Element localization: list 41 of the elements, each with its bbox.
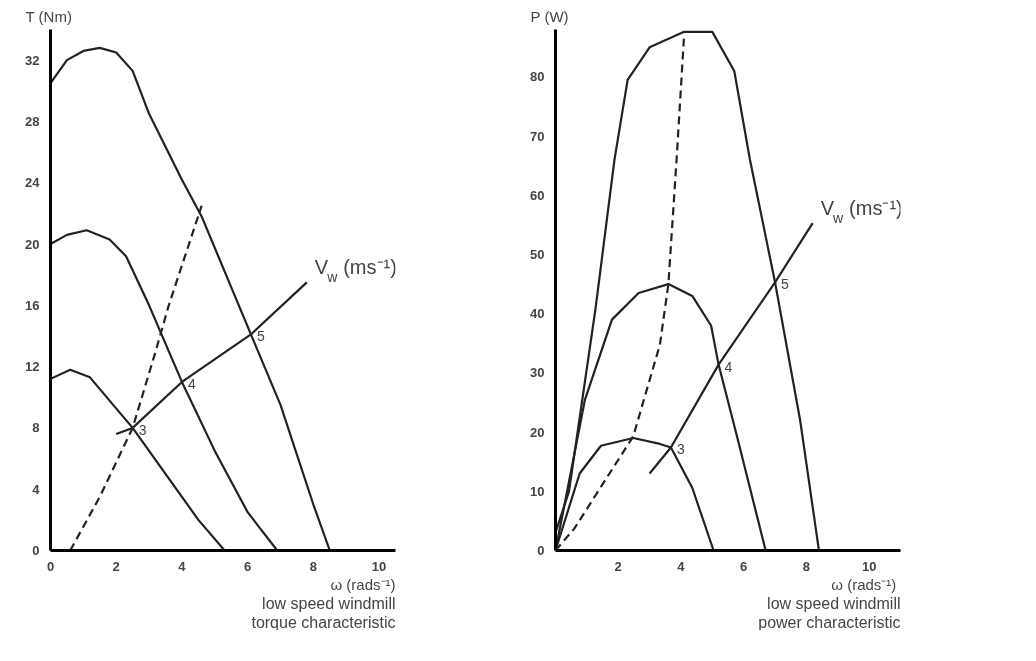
y-tick-label: 20 — [25, 236, 40, 252]
y-tick-label: 32 — [25, 52, 40, 68]
annotation: 3 — [676, 441, 685, 458]
y-tick-label: 20 — [530, 424, 545, 440]
x-tick-label: 2 — [112, 558, 120, 574]
x-tick-label: 4 — [178, 558, 187, 574]
y-tick-label: 4 — [32, 481, 41, 497]
y-tick-label: 12 — [25, 359, 40, 375]
x-tick-label: 10 — [861, 558, 877, 574]
annotation: 5 — [256, 328, 265, 345]
x-axis-title: ω (rads⁻¹) — [330, 575, 396, 593]
y-tick-label: 60 — [530, 187, 545, 203]
y-tick-label: 8 — [32, 420, 40, 436]
annotation: 4 — [187, 375, 196, 392]
y-tick-label: 28 — [25, 113, 40, 129]
y-tick-label: 40 — [530, 306, 545, 322]
x-tick-label: 4 — [677, 558, 686, 574]
annotation: 3 — [138, 421, 147, 438]
x-tick-label: 8 — [309, 558, 317, 574]
y-tick-label: 16 — [25, 297, 40, 313]
y-tick-label: 70 — [530, 128, 545, 144]
x-tick-label: 2 — [614, 558, 622, 574]
y-tick-label: 24 — [25, 175, 41, 191]
y-tick-label: 50 — [530, 246, 545, 262]
text: low speed windmill torque characteristic — [251, 594, 396, 631]
x-tick-label: 10 — [371, 558, 387, 574]
y-axis-title: T (Nm) — [25, 7, 72, 25]
y-tick-label: 0 — [537, 543, 545, 558]
y-tick-label: 80 — [530, 69, 545, 85]
y-axis-title: P (W) — [530, 7, 569, 25]
x-tick-label: 8 — [802, 558, 811, 574]
x-tick-label: 6 — [244, 558, 252, 574]
x-tick-label: 0 — [46, 558, 55, 574]
y-tick-label: 0 — [32, 543, 40, 558]
annotation: 5 — [781, 276, 790, 293]
y-tick-label: 30 — [530, 365, 545, 381]
x-tick-label: 6 — [740, 558, 748, 574]
annotation: 4 — [724, 358, 733, 375]
x-axis-title: ω (rads⁻¹) — [831, 575, 897, 593]
y-tick-label: 10 — [530, 483, 545, 499]
text: low speed windmill power characteristic — [758, 594, 901, 631]
